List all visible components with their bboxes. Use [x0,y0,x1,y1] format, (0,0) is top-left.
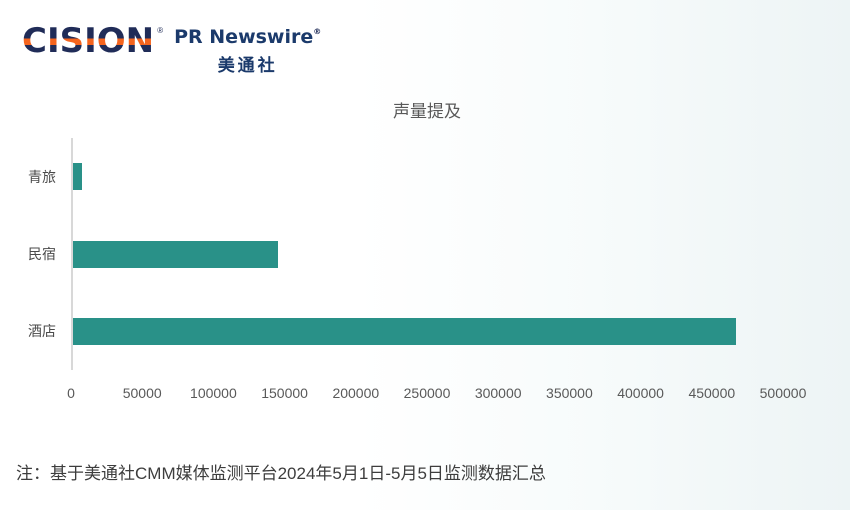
bar-青旅 [72,163,82,191]
x-axis-tick-label: 0 [67,385,75,401]
x-axis-tick-label: 400000 [617,385,664,401]
chart-title: 声量提及 [393,102,461,121]
y-axis-line [71,138,73,370]
source-note: 注：基于美通社CMM媒体监测平台2024年5月1日-5月5日监测数据汇总 [16,464,546,483]
bar-酒店 [72,317,737,345]
y-axis-category-label: 酒店 [28,323,56,340]
pr-newswire-wordmark: PR Newswire [174,26,314,48]
x-axis-tick-label: 150000 [261,385,308,401]
x-axis-tick-label: 450000 [688,385,736,401]
plot-area: 青旅民宿酒店 0 50000 100000 150000 200000 250000 3000… [28,138,806,401]
x-axis-tick-label: 50000 [122,385,162,401]
pr-newswire-logo: PR Newswire® 美通社 [174,24,321,76]
x-axis-tick-label: 500000 [759,385,807,401]
cision-pr-newswire-logo: CISION ® PR Newswire® 美通社 [22,24,321,76]
x-axis-tick-label: 200000 [332,385,380,401]
x-axis-tick-label: 350000 [546,385,593,401]
pr-newswire-chinese-name: 美通社 [217,56,278,75]
registered-trademark-icon: ® [157,26,164,35]
cision-logo: CISION ® [22,21,163,61]
cision-logo-text: CISION [22,21,155,61]
y-axis-category-label: 青旅 [28,168,56,185]
x-axis-tick-label: 100000 [190,385,237,401]
y-axis-category-label: 民宿 [28,246,56,262]
bar-民宿 [72,240,278,268]
x-axis-tick-label: 300000 [474,385,522,401]
pr-newswire-logo-text: PR Newswire® [174,28,321,47]
x-axis-tick-label: 250000 [403,385,451,401]
registered-trademark-icon: ® [313,27,322,36]
